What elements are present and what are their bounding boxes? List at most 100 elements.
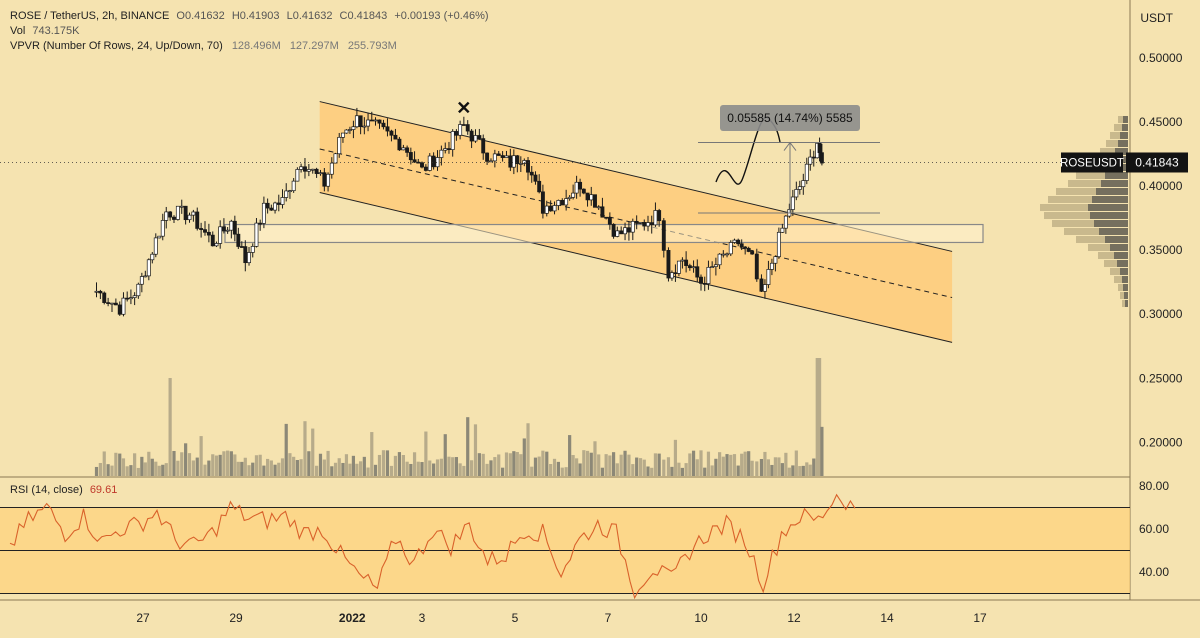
candle-body [819, 152, 824, 164]
price-tick-label: 0.20000 [1139, 435, 1183, 449]
volume-bar [168, 378, 172, 476]
symbol-tag: ROSEUSDT [1060, 157, 1124, 169]
volume-bar [820, 426, 824, 476]
candle-body [684, 259, 689, 266]
volume-bar [207, 460, 211, 476]
candle-body [416, 161, 421, 164]
volume-bar [218, 454, 222, 476]
price-tick-label: 0.25000 [1139, 371, 1183, 385]
candle-body [337, 136, 342, 155]
volume-bar [191, 460, 195, 476]
volume-bar [136, 467, 140, 476]
volume-bar [736, 465, 740, 476]
volume-bar [121, 458, 126, 476]
candle-body [511, 155, 516, 168]
volume-bar [695, 459, 699, 476]
volume-bar [497, 454, 501, 476]
volume-bar [443, 434, 447, 476]
volume-bar [125, 466, 129, 476]
candle-body [548, 205, 553, 212]
candle-body [102, 292, 107, 303]
volume-bar [150, 458, 154, 476]
volume-bar [699, 450, 703, 476]
candle-body [261, 202, 266, 224]
candle-body [776, 231, 781, 258]
volume-bar [805, 462, 809, 476]
vpvr-row-down [1115, 148, 1128, 155]
volume-bar [564, 467, 568, 476]
volume-bar [582, 450, 586, 476]
candle-body [229, 220, 234, 231]
candle-body [526, 160, 530, 173]
volume-bar [522, 438, 526, 476]
vpvr-row-up [1100, 148, 1115, 155]
vpvr-row-up [1114, 276, 1122, 283]
volume-bar [812, 458, 816, 476]
volume-bar [627, 454, 631, 476]
support-zone [224, 223, 984, 244]
candle-body [393, 134, 398, 140]
volume-bar [164, 463, 168, 476]
candle-body [299, 166, 304, 170]
rsi-line [9, 493, 856, 600]
candle-body [717, 253, 722, 266]
volume-bar [254, 455, 259, 476]
candle-body [423, 166, 428, 171]
volume-bar [740, 453, 744, 476]
symbol-title: ROSE / TetherUS, 2h, BINANCE [10, 10, 170, 22]
candle-body [702, 283, 707, 285]
last-price-line: ROSEUSDT 0.41843 [0, 152, 1188, 173]
volume-bar [299, 459, 303, 476]
time-tick-label: 10 [694, 611, 708, 625]
candle-body [435, 157, 440, 168]
candle-body [736, 239, 741, 245]
volume-bar [401, 454, 405, 476]
vpvr-value-up: 128.496M [231, 40, 281, 52]
candle-body [157, 235, 162, 239]
candle-body [136, 283, 141, 297]
candle-body [504, 155, 509, 158]
candle-body [578, 181, 583, 190]
vpvr-row-down [1105, 236, 1128, 243]
volume-bar [657, 453, 661, 476]
candle-body [649, 222, 654, 226]
volume-bar [763, 451, 767, 476]
candle-body [225, 229, 230, 232]
candle-body [284, 190, 289, 198]
candle-body [585, 192, 590, 201]
candle-body [341, 132, 345, 138]
candlesticks: ✕ [94, 98, 824, 317]
vpvr-row-down [1125, 300, 1128, 307]
time-tick-label: 5 [512, 611, 519, 625]
price-tag-bg [1126, 152, 1188, 173]
volume-bar [176, 460, 180, 476]
volume-bar [416, 461, 420, 476]
candle-body [485, 152, 490, 162]
volume-bar [439, 458, 443, 476]
volume-bar [552, 458, 557, 476]
volume-bar [322, 459, 326, 476]
candle-body [581, 188, 586, 194]
candle-body [596, 206, 601, 209]
volume-bar [292, 456, 296, 476]
vpvr-row-down [1120, 132, 1128, 139]
vpvr-row-down [1096, 188, 1128, 195]
vpvr-label: VPVR (Number Of Rows, 24, Up/Down, 70) [10, 40, 223, 52]
candle-body [110, 302, 114, 305]
volume-bar [199, 436, 203, 476]
candle-body [306, 169, 311, 172]
candle-body [333, 153, 338, 164]
volume-bar [680, 467, 684, 476]
volume-bar [568, 435, 572, 476]
candle-body [529, 171, 534, 176]
volume-bar [662, 459, 666, 476]
candle-body [630, 220, 635, 233]
volume-bar [815, 358, 819, 476]
volume-bar [635, 457, 639, 476]
vpvr-row-down [1101, 180, 1128, 187]
vpvr-row-down [1090, 212, 1128, 219]
candle-body [385, 126, 390, 132]
volume-bar [615, 463, 619, 476]
volume-bar [451, 457, 455, 476]
volume-bar [677, 462, 681, 476]
